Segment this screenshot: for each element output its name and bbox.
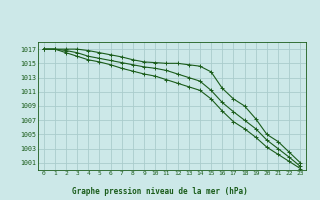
Text: Graphe pression niveau de la mer (hPa): Graphe pression niveau de la mer (hPa) <box>72 187 248 196</box>
